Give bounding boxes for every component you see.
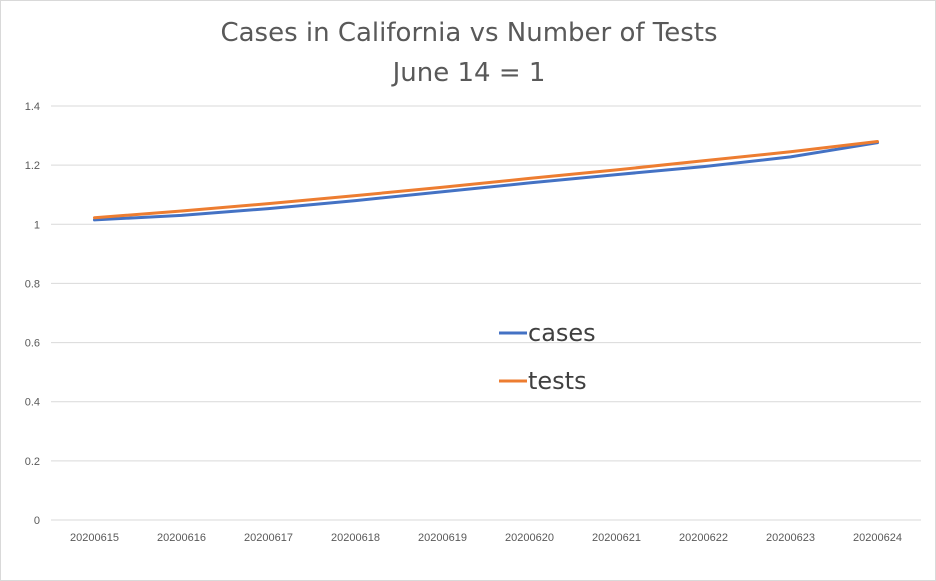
y-tick-label: 1.4	[25, 101, 40, 113]
y-tick-label: 0.6	[25, 338, 40, 350]
x-tick-label: 20200624	[853, 532, 902, 544]
x-tick-label: 20200620	[505, 532, 554, 544]
y-tick-label: 0.4	[25, 397, 40, 409]
x-tick-label: 20200616	[157, 532, 206, 544]
x-tick-label: 20200618	[331, 532, 380, 544]
legend-label-tests: tests	[528, 367, 587, 395]
y-tick-label: 0.2	[25, 456, 40, 468]
x-tick-label: 20200617	[244, 532, 293, 544]
x-tick-label: 20200621	[592, 532, 641, 544]
y-tick-label: 1	[34, 219, 40, 231]
series-line-cases	[93, 141, 879, 222]
x-tick-label: 20200615	[70, 532, 119, 544]
y-tick-label: 0.8	[25, 278, 40, 290]
x-tick-label: 20200622	[679, 532, 728, 544]
y-tick-label: 0	[34, 515, 40, 527]
chart-subtitle: June 14 = 1	[391, 58, 546, 88]
chart-title: Cases in California vs Number of Tests	[220, 18, 717, 48]
legend-label-cases: cases	[528, 319, 596, 347]
x-tick-label: 20200619	[418, 532, 467, 544]
y-tick-label: 1.2	[25, 160, 40, 172]
x-tick-label: 20200623	[766, 532, 815, 544]
series-line-tests	[93, 140, 879, 220]
